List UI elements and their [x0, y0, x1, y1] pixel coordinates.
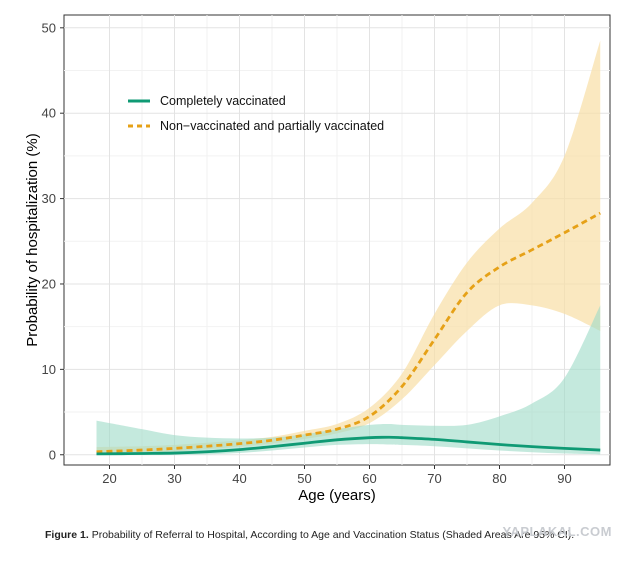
y-tick-label: 30	[42, 191, 56, 206]
x-tick-label: 40	[232, 471, 246, 486]
x-tick-label: 80	[492, 471, 506, 486]
series-lines	[96, 211, 601, 456]
y-tick-label: 20	[42, 276, 56, 291]
y-tick-label: 10	[42, 362, 56, 377]
x-tick-label: 90	[557, 471, 571, 486]
y-tick-label: 40	[42, 106, 56, 121]
legend-label-non-vaccinated: Non−vaccinated and partially vaccinated	[160, 119, 384, 133]
legend-label-completely-vaccinated: Completely vaccinated	[160, 94, 286, 108]
series-line-non-vaccinated	[96, 211, 601, 454]
figure-caption: Figure 1. Probability of Referral to Hos…	[45, 529, 574, 541]
x-tick-label: 60	[362, 471, 376, 486]
caption-text: Probability of Referral to Hospital, Acc…	[91, 529, 575, 541]
y-axis-title: Probability of hospitalization (%)	[24, 133, 41, 346]
caption-label: Figure 1.	[45, 529, 89, 541]
legend: Completely vaccinated Non−vaccinated and…	[128, 94, 384, 133]
y-tick-label: 50	[42, 20, 56, 35]
axis-ticks: 20 30 40 50 60 70 80 90 0 10 20 30 40 50	[42, 20, 572, 486]
x-axis-title: Age (years)	[298, 487, 376, 504]
confidence-bands	[96, 40, 601, 455]
ci-band-non-vaccinated	[96, 40, 601, 455]
y-tick-label: 0	[49, 447, 56, 462]
x-tick-label: 20	[102, 471, 116, 486]
x-tick-label: 70	[427, 471, 441, 486]
ci-band-completely-vaccinated	[96, 305, 601, 455]
x-tick-label: 30	[167, 471, 181, 486]
x-tick-label: 50	[297, 471, 311, 486]
watermark: YAPLAKAL.COM	[502, 524, 612, 539]
series-line-completely-vaccinated	[96, 435, 601, 456]
